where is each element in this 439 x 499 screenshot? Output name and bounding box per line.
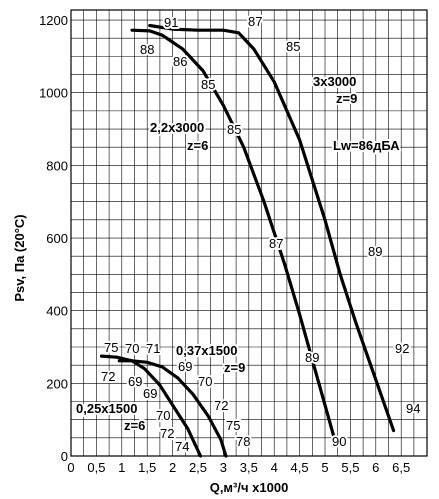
x-tick-label: 3,5	[240, 460, 258, 475]
x-tick-label: 3	[220, 460, 227, 475]
y-tick-label: 200	[46, 376, 68, 391]
efficiency-label: 75	[226, 418, 240, 433]
efficiency-label: 70	[156, 408, 170, 423]
efficiency-label: 88	[140, 42, 154, 57]
efficiency-label: 87	[248, 14, 262, 29]
model-label-0370: 0,37х1500	[176, 343, 237, 358]
efficiency-label: 85	[286, 39, 300, 54]
efficiency-label: 70	[125, 341, 139, 356]
model-label-0370-z: z=9	[224, 360, 245, 375]
efficiency-label: 74	[175, 439, 189, 454]
y-tick-label: 600	[46, 231, 68, 246]
y-tick-label: 800	[46, 158, 68, 173]
series-line-2	[117, 359, 228, 458]
grid	[71, 10, 427, 456]
efficiency-label: 71	[146, 341, 160, 356]
y-tick-label: 0	[61, 449, 68, 464]
series-line-0	[148, 23, 396, 433]
x-tick-label: 1	[118, 460, 125, 475]
model-labels: 3х3000 z=9 2,2х3000 z=6 Lw=86дБА 0,37х15…	[74, 72, 402, 435]
efficiency-label: 90	[332, 434, 346, 449]
efficiency-label: 72	[101, 369, 115, 384]
x-tick-label: 6	[372, 460, 379, 475]
efficiency-label: 72	[160, 426, 174, 441]
x-tick-label: 6,5	[392, 460, 410, 475]
x-tick-label: 1,5	[138, 460, 156, 475]
efficiency-labels-small: 75 70 71 72 69 69 69 70 70 72 72 75 74 7…	[99, 338, 252, 456]
x-tick-label: 0	[67, 460, 74, 475]
curves	[99, 23, 396, 458]
efficiency-label: 70	[198, 374, 212, 389]
efficiency-label: 69	[128, 374, 142, 389]
noise-label: Lw=86дБА	[333, 138, 400, 153]
x-tick-label: 5	[321, 460, 328, 475]
efficiency-label: 89	[368, 244, 382, 259]
tick-labels: 0 0,5 1 1,5 2 2,5 3 3,5 4 4,5 5 5,5 6 6,5 0 200 400 600 80…	[39, 13, 410, 475]
efficiency-label: 89	[305, 350, 319, 365]
efficiency-label: 75	[104, 340, 118, 355]
y-tick-label: 400	[46, 304, 68, 319]
efficiency-label: 72	[214, 398, 228, 413]
x-axis-title: Q,м³/ч х1000	[210, 480, 289, 495]
y-axis-title: Psv, Па (20°С)	[12, 214, 27, 301]
x-tick-label: 4,5	[291, 460, 309, 475]
x-tick-label: 4	[271, 460, 278, 475]
x-tick-label: 2	[169, 460, 176, 475]
model-label-3000: 3х3000	[313, 74, 356, 89]
model-label-2200: 2,2х3000	[150, 120, 204, 135]
efficiency-label: 87	[269, 236, 283, 251]
y-tick-label: 1200	[39, 13, 68, 28]
efficiency-label: 92	[395, 341, 409, 356]
efficiency-label: 91	[164, 15, 178, 30]
efficiency-label: 85	[201, 77, 215, 92]
y-tick-label: 1000	[39, 86, 68, 101]
series-line-1	[130, 28, 337, 444]
efficiency-label: 69	[143, 386, 157, 401]
efficiency-label: 69	[178, 359, 192, 374]
plot-frame	[70, 9, 428, 457]
model-label-3000-z: z=9	[336, 91, 357, 106]
efficiency-label: 78	[236, 434, 250, 449]
series-line-3	[99, 354, 203, 458]
model-label-0250: 0,25х1500	[76, 401, 137, 416]
x-tick-label: 2,5	[189, 460, 207, 475]
efficiency-label: 85	[227, 122, 241, 137]
efficiency-label: 86	[173, 54, 187, 69]
model-label-0250-z: z=6	[124, 418, 145, 433]
x-tick-label: 5,5	[341, 460, 359, 475]
x-tick-label: 0,5	[87, 460, 105, 475]
efficiency-label: 94	[406, 401, 420, 416]
efficiency-labels-large: 91 87 88 86 85 85 85 87 89 89 92 94 90	[138, 12, 422, 451]
model-label-2200-z: z=6	[187, 138, 208, 153]
